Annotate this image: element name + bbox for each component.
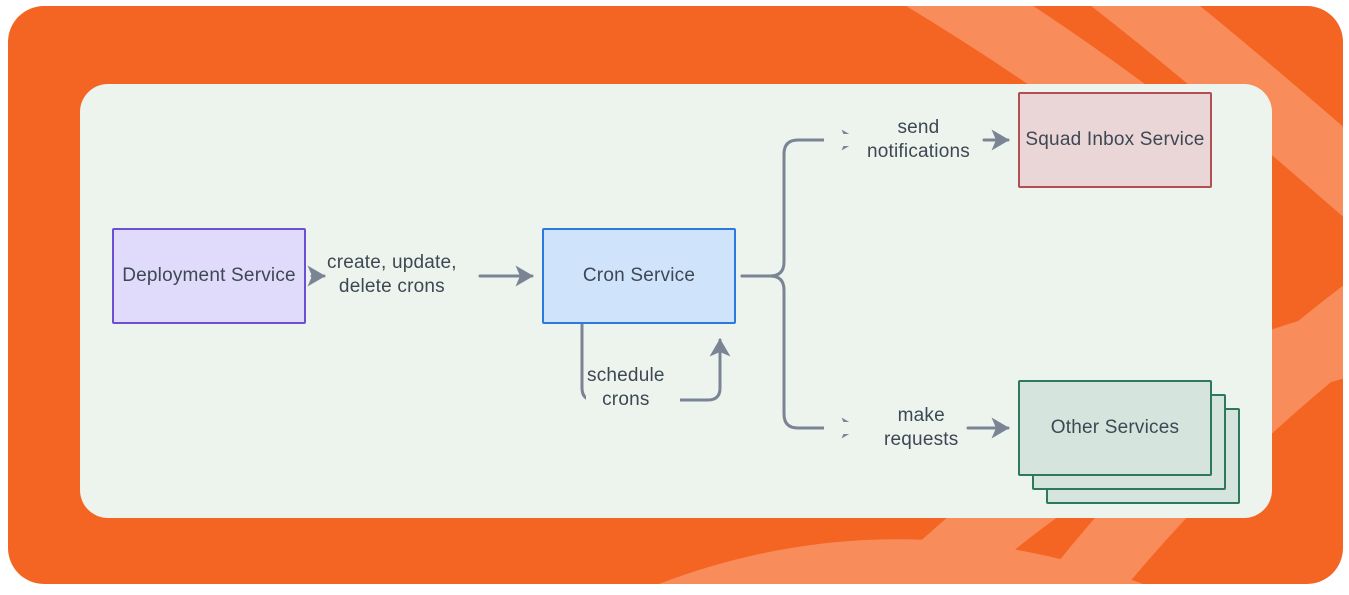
diagram-outer-card: Deployment Service Cron Service Squad In…: [8, 6, 1343, 584]
node-squad-inbox-service: Squad Inbox Service: [1018, 92, 1212, 188]
edge-label-send-notifications: send notifications: [867, 116, 970, 164]
node-squad-inbox-service-label: Squad Inbox Service: [1025, 128, 1204, 152]
node-cron-service: Cron Service: [542, 228, 736, 324]
edge-label-make-requests: make requests: [884, 404, 958, 452]
node-deployment-service: Deployment Service: [112, 228, 306, 324]
node-other-services-label: Other Services: [1051, 416, 1179, 440]
diagram-inner-panel: Deployment Service Cron Service Squad In…: [80, 84, 1272, 518]
edge-label-schedule-crons: schedule crons: [587, 364, 665, 412]
node-deployment-service-label: Deployment Service: [122, 264, 296, 288]
edge-label-create-update-delete: create, update, delete crons: [327, 251, 457, 299]
node-cron-service-label: Cron Service: [583, 264, 695, 288]
node-other-services: Other Services: [1018, 380, 1212, 476]
